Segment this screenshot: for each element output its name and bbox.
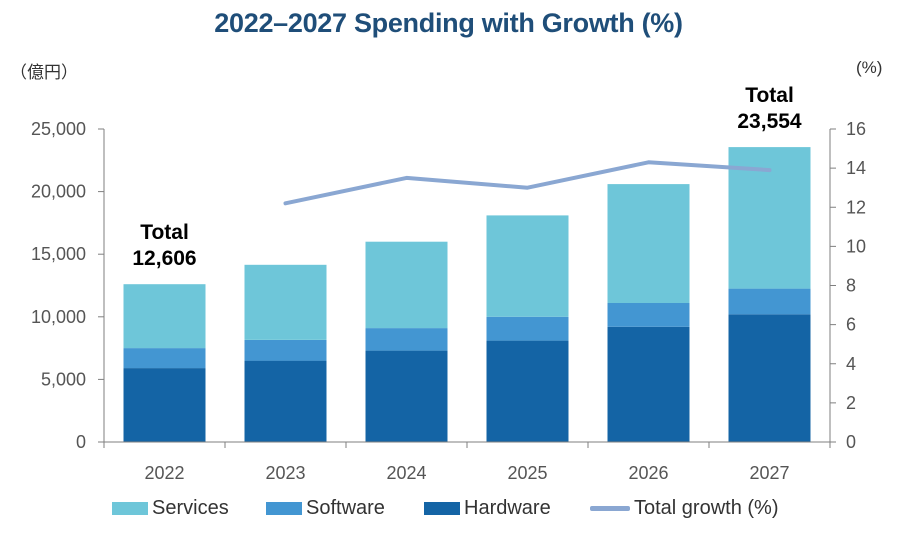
x-tick-label: 2026 (628, 463, 668, 483)
x-tick-label: 2022 (144, 463, 184, 483)
right-tick-label: 4 (846, 354, 856, 374)
x-tick-label: 2024 (386, 463, 426, 483)
bar-hardware-2027 (728, 314, 811, 442)
bar-software-2023 (244, 340, 327, 361)
growth-line (283, 160, 772, 206)
legend-label-services: Services (152, 496, 229, 519)
legend-swatch-hardware (424, 501, 460, 515)
bar-software-2022 (123, 348, 206, 369)
bar-services-2023 (244, 264, 327, 340)
bar-software-2026 (607, 303, 690, 327)
bar-services-2026 (607, 184, 690, 303)
labels-layer: Total 12,606 Total 23,554 (132, 84, 802, 270)
right-tick-label: 10 (846, 236, 866, 256)
right-tick-label: 0 (846, 432, 856, 452)
left-tick-label: 5,000 (41, 369, 86, 389)
legend-item-growth: Total growth (%) (590, 494, 779, 522)
right-tick-label: 16 (846, 119, 866, 139)
legend-label-hardware: Hardware (464, 496, 551, 519)
bar-hardware-2023 (244, 360, 327, 442)
bar-software-2027 (728, 288, 811, 315)
left-tick-label: 15,000 (31, 244, 86, 264)
total-value-2027: 23,554 (737, 110, 802, 133)
bar-hardware-2022 (123, 368, 206, 442)
bars-layer (123, 147, 811, 442)
bar-software-2024 (365, 328, 448, 351)
right-tick-label: 6 (846, 315, 856, 335)
bar-services-2024 (365, 241, 448, 329)
chart-plot: 0 5,000 10,000 15,000 20,000 25,000 0 2 4 6 8 10 12 1… (31, 84, 866, 483)
left-axis-unit: （億円） (10, 63, 78, 83)
bar-hardware-2025 (486, 340, 569, 442)
legend-item-software: Software (266, 494, 385, 522)
legend: Services Software Hardware Total growth … (0, 494, 897, 522)
legend-label-growth: Total growth (%) (634, 496, 779, 519)
legend-item-services: Services (112, 494, 229, 522)
bar-services-2022 (123, 284, 206, 349)
bar-services-2025 (486, 215, 569, 317)
total-label-2022: Total (140, 221, 189, 244)
legend-line-growth (590, 505, 630, 511)
legend-swatch-services (112, 501, 148, 515)
right-tick-label: 8 (846, 276, 856, 296)
right-tick-label: 2 (846, 393, 856, 413)
chart-title: 2022–2027 Spending with Growth (%) (214, 8, 683, 38)
legend-label-software: Software (306, 496, 385, 519)
left-tick-label: 0 (76, 432, 86, 452)
left-tick-label: 25,000 (31, 119, 86, 139)
axes-layer: 0 5,000 10,000 15,000 20,000 25,000 0 2 4 6 8 10 12 1… (31, 119, 866, 483)
total-label-2027: Total (745, 84, 794, 107)
bar-software-2025 (486, 316, 569, 341)
x-tick-label: 2025 (507, 463, 547, 483)
right-tick-label: 14 (846, 158, 866, 178)
right-axis-unit: (%) (856, 58, 883, 77)
bar-hardware-2024 (365, 350, 448, 442)
right-tick-label: 12 (846, 197, 866, 217)
left-tick-label: 20,000 (31, 182, 86, 202)
x-tick-label: 2027 (749, 463, 789, 483)
left-tick-label: 10,000 (31, 307, 86, 327)
total-value-2022: 12,606 (132, 247, 196, 270)
x-tick-label: 2023 (265, 463, 305, 483)
bar-hardware-2026 (607, 326, 690, 442)
legend-swatch-software (266, 501, 302, 515)
legend-item-hardware: Hardware (424, 494, 551, 522)
growth-line-layer (283, 160, 772, 206)
